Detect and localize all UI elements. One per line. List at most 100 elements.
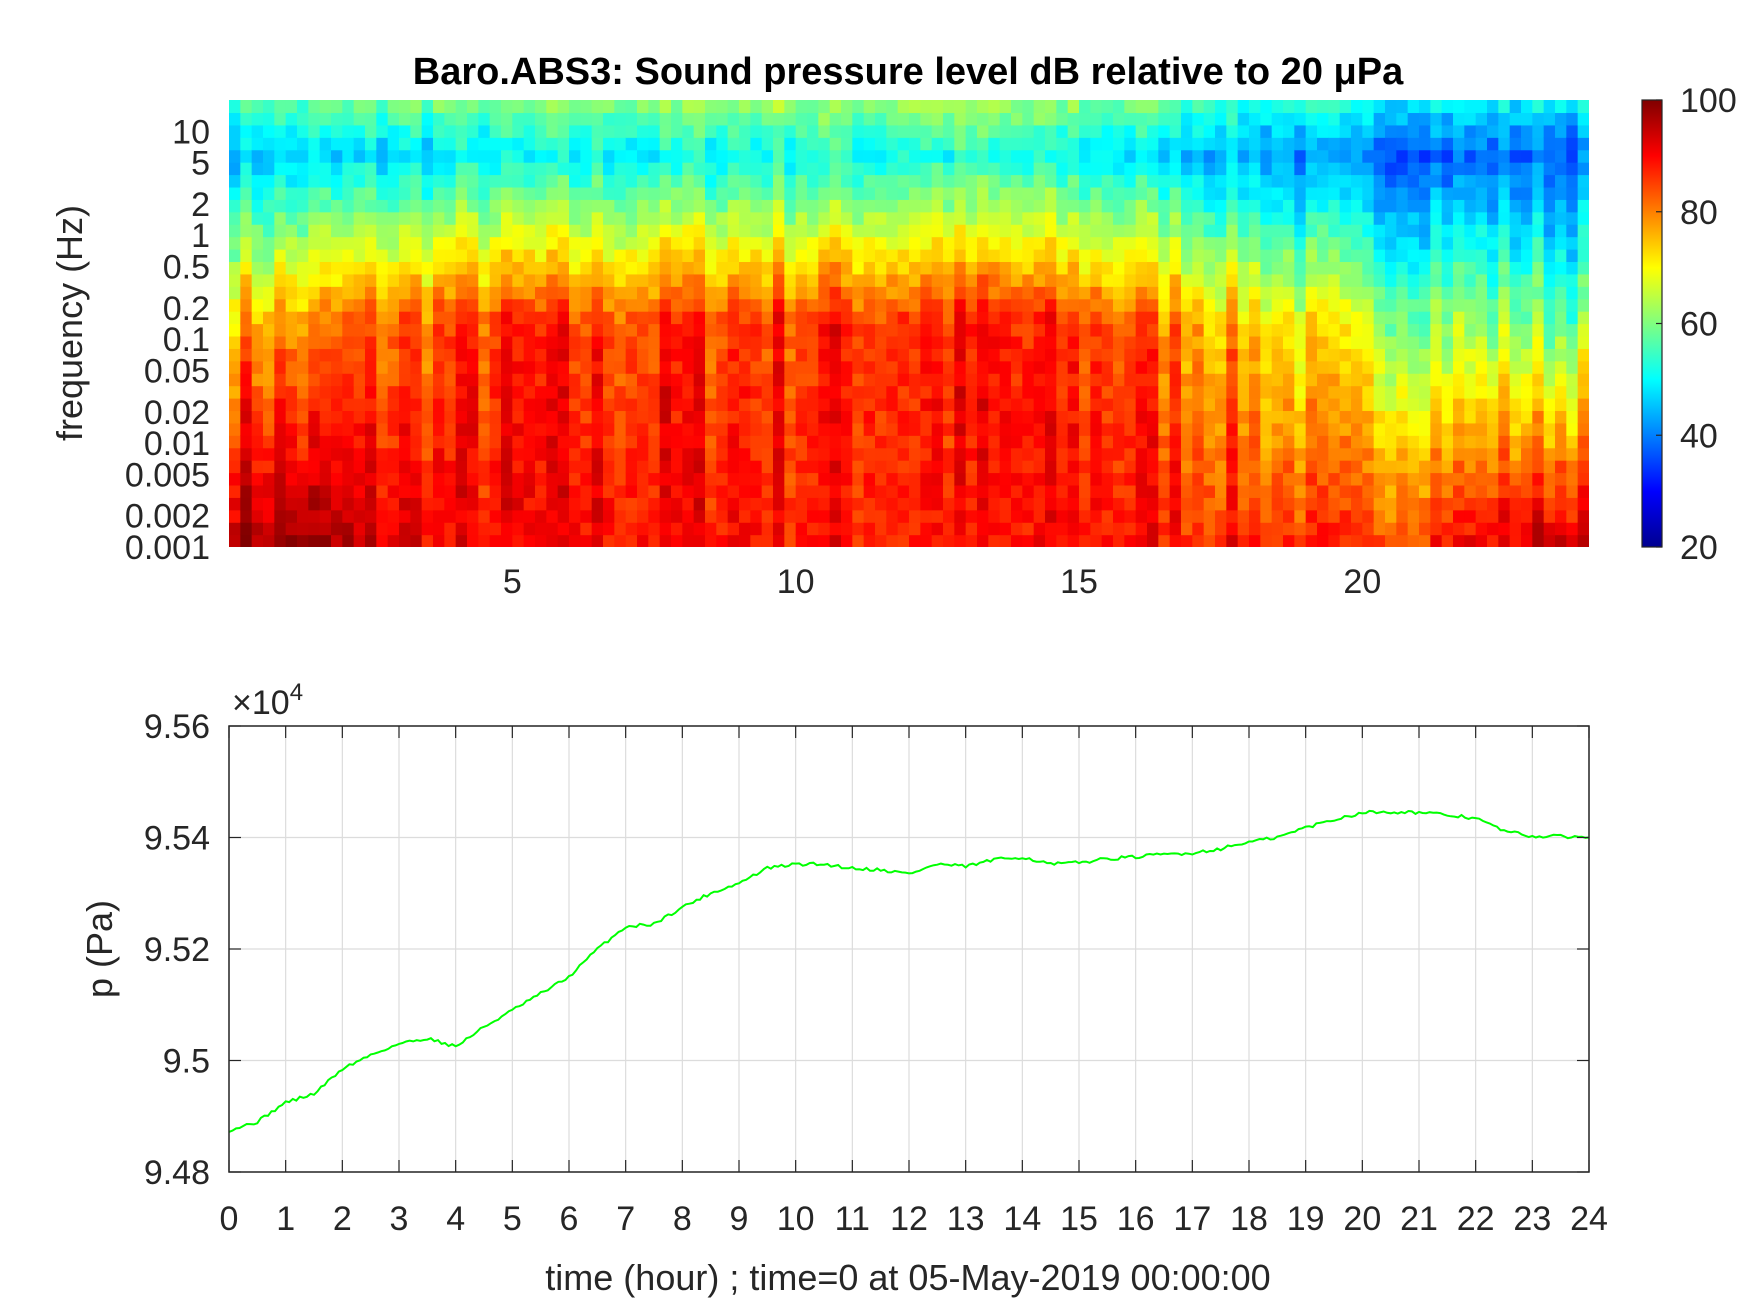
heatmap-cell xyxy=(569,509,581,523)
heatmap-cell xyxy=(523,335,536,349)
heatmap-cell xyxy=(1555,360,1567,374)
heatmap-cell xyxy=(557,385,570,399)
heatmap-cell xyxy=(1577,497,1589,511)
heatmap-cell xyxy=(988,422,1001,436)
heatmap-cell xyxy=(1407,522,1420,536)
heatmap-cell xyxy=(1203,335,1216,349)
heatmap-cell xyxy=(1113,162,1125,176)
heatmap-cell xyxy=(999,149,1012,163)
heatmap-cell xyxy=(1169,323,1182,337)
heatmap-cell xyxy=(716,236,729,250)
heatmap-cell xyxy=(1260,311,1273,325)
heatmap-cell xyxy=(410,534,423,547)
heatmap-cell xyxy=(433,186,445,200)
heatmap-cell xyxy=(795,174,808,188)
heatmap-cell xyxy=(1543,360,1556,374)
heatmap-cell xyxy=(1577,112,1589,126)
heatmap-cell xyxy=(285,522,298,536)
heatmap-cell xyxy=(331,311,343,325)
heatmap-cell xyxy=(421,410,434,424)
heatmap-cell xyxy=(546,422,559,436)
heatmap-cell xyxy=(1305,460,1318,474)
heatmap-cell xyxy=(659,472,672,486)
heatmap-cell xyxy=(965,236,978,250)
heatmap-cell xyxy=(263,112,275,126)
heatmap-cell xyxy=(1339,360,1352,374)
heatmap-cell xyxy=(909,298,921,312)
heatmap-cell xyxy=(682,162,695,176)
heatmap-cell xyxy=(1147,249,1159,263)
line-x-axis: 0 1 2 3 4 5 6 7 8 9 10 11 12 13 14 15 16 17 18 19 20 21 22 23 24 xyxy=(220,726,1608,1238)
line-x-tick-label: 22 xyxy=(1457,1200,1495,1238)
heatmap-cell xyxy=(1441,261,1454,275)
heatmap-cell xyxy=(977,162,989,176)
line-x-tick-label: 13 xyxy=(947,1200,985,1238)
heatmap-cell xyxy=(829,509,842,523)
heatmap-cell xyxy=(1543,149,1556,163)
heatmap-cell xyxy=(727,509,740,523)
heatmap-cell xyxy=(795,286,808,300)
heatmap-cell xyxy=(1101,534,1114,547)
heatmap-cell xyxy=(569,211,581,225)
heatmap-cell xyxy=(1532,373,1545,387)
heatmap-cell xyxy=(580,435,593,449)
heatmap-cell xyxy=(614,112,627,126)
heatmap-cell xyxy=(444,360,457,374)
heatmap-cell xyxy=(331,484,343,498)
heatmap-cell xyxy=(1260,162,1273,176)
heatmap-cell xyxy=(1317,360,1329,374)
heatmap-cell xyxy=(410,435,423,449)
heatmap-cell xyxy=(1147,286,1159,300)
heatmap-cell xyxy=(943,162,955,176)
heatmap-cell xyxy=(614,124,627,138)
heatmap-cell xyxy=(1362,298,1375,312)
heatmap-cell xyxy=(1430,410,1443,424)
heatmap-cell xyxy=(863,522,876,536)
heatmap-cell xyxy=(1396,298,1409,312)
heatmap-cell xyxy=(1339,261,1352,275)
heatmap-cell xyxy=(557,298,570,312)
heatmap-cell xyxy=(274,422,287,436)
heatmap-cell xyxy=(693,311,706,325)
heatmap-cell xyxy=(1215,435,1227,449)
heatmap-cell xyxy=(467,311,479,325)
heatmap-cell xyxy=(1430,149,1443,163)
heatmap-cell xyxy=(1328,497,1341,511)
heatmap-cell xyxy=(852,360,865,374)
heatmap-cell xyxy=(705,174,717,188)
heatmap-cell xyxy=(546,199,559,213)
heatmap-cell xyxy=(1135,186,1148,200)
heatmap-cell xyxy=(852,261,865,275)
heatmap-cell xyxy=(1521,286,1533,300)
heatmap-cell xyxy=(433,137,445,151)
heatmap-cell xyxy=(1396,497,1409,511)
heatmap-cell xyxy=(920,199,933,213)
heatmap-cell xyxy=(1067,124,1080,138)
heatmap-cell xyxy=(1147,497,1159,511)
heatmap-cell xyxy=(637,323,649,337)
heatmap-cell xyxy=(1079,124,1091,138)
heatmap-cell xyxy=(1328,261,1341,275)
heatmap-cell xyxy=(909,186,921,200)
heatmap-cell xyxy=(1056,273,1069,287)
heatmap-cell xyxy=(886,199,899,213)
colorbar-tick-label: 80 xyxy=(1680,194,1718,232)
heatmap-cell xyxy=(240,149,253,163)
heatmap-cell xyxy=(1056,286,1069,300)
heatmap-cell xyxy=(308,484,321,498)
heatmap-cell xyxy=(920,186,933,200)
heatmap-cell xyxy=(603,249,615,263)
heatmap-cell xyxy=(897,261,910,275)
heatmap-cell xyxy=(1294,149,1307,163)
heatmap-cell xyxy=(489,472,502,486)
heatmap-cell xyxy=(1487,249,1499,263)
heatmap-cell xyxy=(1090,211,1103,225)
heatmap-cell xyxy=(1521,435,1533,449)
heatmap-cell xyxy=(1543,273,1556,287)
heatmap-cell xyxy=(1022,137,1035,151)
heatmap-cell xyxy=(931,224,944,238)
heatmap-cell xyxy=(659,124,672,138)
heatmap-cell xyxy=(569,360,581,374)
heatmap-cell xyxy=(1453,211,1465,225)
heatmap-cell xyxy=(1441,335,1454,349)
